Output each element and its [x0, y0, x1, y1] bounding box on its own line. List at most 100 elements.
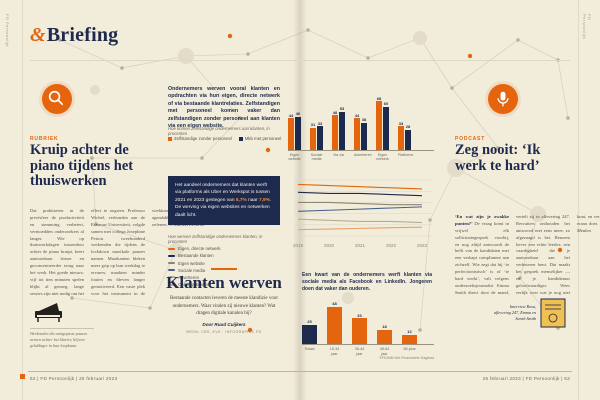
bar: 46: [295, 111, 301, 150]
legend-swatch: [168, 136, 172, 141]
bar-category-label: Via via: [333, 153, 344, 157]
bar: 33: [398, 121, 404, 150]
legend-label: Mkb met personeel: [244, 136, 282, 141]
book-cover-icon: [540, 298, 566, 328]
bar-category-label: Sociale media: [310, 153, 323, 162]
line-series: [298, 201, 422, 206]
bar-value-label: 44: [288, 112, 294, 118]
bar-category-label: Eigen netwerk: [376, 153, 389, 162]
grouped-chart-legend: Zelfstandige zonder personeel Mkb met per…: [168, 136, 281, 141]
bar: 28: [405, 124, 411, 150]
line-series: [297, 206, 423, 212]
line-legend-item: Eigen, directe netwerk: [168, 246, 280, 251]
podcast-signature: — Kim van der Meulen: [577, 227, 591, 233]
grouped-chart-intro: Ondernemers werven vooral klanten en opd…: [168, 86, 280, 130]
line-chart-legend: Eigen, directe netwerk Bestaande klanten E…: [168, 246, 280, 287]
line-legend-swatch: [168, 283, 175, 286]
line-legend-label: Online platforms: [178, 282, 210, 288]
bar-group: 44 38: [354, 113, 367, 150]
bar-value-label: 33: [398, 120, 404, 126]
line-chart-legend-block: Hoe werven zelfstandige ondernemers klan…: [168, 234, 280, 287]
bar-category-label: Eigen website: [288, 153, 301, 162]
magnifier-icon: [48, 90, 64, 106]
age-bar: 48: [327, 301, 342, 344]
bar: 31: [310, 122, 316, 150]
age-bar: 25: [302, 319, 317, 344]
section-masthead: &Briefing: [30, 24, 118, 47]
line-legend-item: Adverteren: [168, 275, 280, 280]
bar: 48: [332, 110, 338, 150]
line-legend-swatch: [168, 254, 175, 257]
masthead-ampersand: &: [30, 24, 46, 46]
line-legend-label: Sociale media: [178, 267, 205, 273]
masthead-title: Briefing: [46, 24, 119, 46]
highlight-text-1: Het aandeel ondernemers dat klanten werf…: [175, 183, 270, 203]
rubriek-icon-circle: [42, 84, 72, 114]
bar-value-label: 44: [354, 112, 360, 118]
left-article-title: Kruip achter de piano tijdens het thuisw…: [30, 142, 134, 190]
line-series: [297, 218, 423, 224]
age-bar-value: 18: [382, 324, 387, 330]
age-bar-category: 45-64 jaar: [379, 347, 390, 356]
header-rule: [30, 60, 570, 61]
age-bar-category: 65-plus: [403, 347, 416, 351]
line-legend-item: Bestaande klanten: [168, 253, 280, 258]
bar-group: 68 60: [376, 96, 389, 150]
legend-label: Zelfstandige zonder personeel: [174, 136, 232, 141]
grouped-bar-row: 44 46 31 33 48 53 44 38 68 60 33 28: [288, 94, 434, 151]
bar: 44: [354, 113, 360, 150]
age-bar-chart: 25 48 33 18 12 Totaal 15-34 jaar 35-44 jaar 45-…: [302, 300, 434, 356]
age-bar-value: 12: [407, 329, 412, 335]
feature-source: Bron: CBS, KVK · Infographic FD: [186, 329, 262, 334]
bar-category-label: Platforms: [398, 153, 414, 157]
bar-category-label: Adverteren: [354, 153, 372, 157]
x-axis-year-label: 2022: [386, 243, 397, 248]
line-legend-swatch: [168, 247, 175, 250]
center-fold: [293, 0, 307, 400]
left-margin-rule: [22, 0, 23, 400]
age-bar-cats: Totaal 15-34 jaar 35-44 jaar 45-64 jaar 65-p…: [302, 347, 434, 356]
bar-value-label: 48: [332, 109, 338, 115]
bar: 44: [288, 113, 294, 150]
line-series: [297, 183, 423, 190]
line-series: [297, 226, 423, 231]
line-legend-item: Online platforms: [168, 282, 280, 287]
bar-group: 48 53: [332, 106, 345, 150]
left-edge-caption: FD Persoonlijk: [5, 14, 10, 48]
line-legend-label: Bestaande klanten: [178, 253, 214, 259]
line-chart-subtitle: Hoe werven zelfstandige ondernemers klan…: [168, 234, 263, 244]
line-legend-label: Eigen, directe netwerk: [178, 246, 221, 252]
line-legend-item: Eigen website: [168, 261, 280, 266]
bar-value-label: 60: [383, 101, 389, 107]
bar-value-label: 38: [361, 117, 367, 123]
line-chart-svg: 2019 2020 2021 2022 2023: [293, 179, 432, 248]
feature-byline: Door Ruud Cuijkers: [202, 321, 246, 327]
grouped-bar-chart: 44 46 31 33 48 53 44 38 68 60 33 28 Eigen website So…: [288, 94, 434, 162]
podcast-title: Zeg nooit: ‘Ik werk te hard’: [455, 142, 541, 174]
podcast-lead: ‘En wat zijn je zwakke punten?’: [455, 214, 509, 226]
left-article-body: Dat praktiseren in de privésfeer de prod…: [30, 208, 206, 302]
chart-credit: ©FD/MM Het Financieele Dagblad: [379, 356, 434, 360]
x-axis-year-label: 2020: [324, 243, 335, 248]
line-series: [297, 191, 423, 197]
age-bar: 12: [402, 329, 417, 344]
age-bar-category: 35-44 jaar: [354, 347, 365, 356]
x-axis-year-label: 2023: [417, 243, 428, 248]
piano-caption: Werkenden die aangepaste pauzes nemen ac…: [30, 328, 94, 349]
footer-right: 25 februari 2023 | FD Persoonlijk | 63: [482, 376, 570, 381]
bar-value-label: 68: [376, 95, 382, 101]
footer-left: 62 | FD Persoonlijk | 25 februari 2023: [30, 376, 118, 381]
legend-swatch: [238, 136, 243, 141]
age-bar-category: Totaal: [304, 347, 315, 351]
piano-icon: [35, 303, 62, 322]
legend-item: Mkb met personeel: [238, 136, 282, 141]
line-legend-item: Sociale media: [168, 268, 280, 273]
page-marker: [20, 374, 25, 379]
bar-value-label: 31: [310, 122, 316, 128]
bar-group: 33 28: [398, 121, 411, 150]
podcast-caption: Interview Rosa, aflevering 247, Emma en …: [493, 304, 536, 321]
line-legend-swatch: [168, 269, 175, 272]
age-bar-row: 25 48 33 18 12: [302, 300, 434, 345]
x-axis-year-label: 2021: [355, 243, 366, 248]
